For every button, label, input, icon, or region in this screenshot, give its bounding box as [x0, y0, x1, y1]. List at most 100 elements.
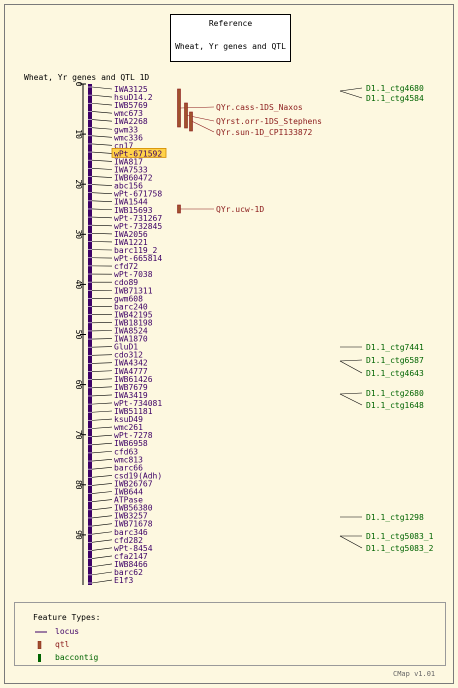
marker-label[interactable]: wPt-7038: [114, 270, 153, 279]
contig-label[interactable]: D1.1_ctg7441: [366, 343, 424, 352]
marker-label[interactable]: wPt-732845: [114, 222, 162, 231]
marker-label[interactable]: IWB56380: [114, 504, 153, 513]
chromosome-bar[interactable]: [88, 84, 92, 585]
contig-label[interactable]: D1.1_ctg5083_1: [366, 532, 434, 541]
marker-label[interactable]: wmc813: [114, 455, 143, 464]
marker-label[interactable]: IWB8466: [114, 560, 148, 569]
marker-label[interactable]: IWB18198: [114, 318, 153, 327]
marker-label[interactable]: IWA1221: [114, 238, 148, 247]
marker-connector: [91, 362, 113, 364]
contig-label[interactable]: D1.1_ctg4680: [366, 84, 424, 93]
marker-label[interactable]: barc119_2: [114, 246, 158, 255]
reference-map-name[interactable]: Wheat, Yr genes and QTL: [175, 42, 286, 51]
marker-label[interactable]: IWB51181: [114, 407, 153, 416]
marker-label[interactable]: IWB42195: [114, 310, 153, 319]
map-title[interactable]: Wheat, Yr genes and QTL 1D: [24, 73, 150, 82]
marker-label[interactable]: abc156: [114, 182, 143, 191]
marker-label[interactable]: IWA4777: [114, 367, 148, 376]
marker-label[interactable]: cdo89: [114, 278, 138, 287]
qtl-bar[interactable]: [177, 204, 181, 214]
qtl-label[interactable]: QYr.cass-1DS_Naxos: [216, 103, 303, 112]
marker-connector: [91, 346, 113, 348]
marker-label[interactable]: wmc336: [114, 133, 143, 142]
marker-label[interactable]: cn17: [114, 141, 133, 150]
marker-label[interactable]: wPt-665814: [114, 254, 162, 263]
marker-label[interactable]: E1f3: [114, 576, 133, 585]
marker-label[interactable]: wPt-8454: [114, 544, 153, 553]
marker-label[interactable]: IWB6958: [114, 439, 148, 448]
marker-label[interactable]: IWB60472: [114, 174, 153, 183]
marker-label[interactable]: IWA8524: [114, 327, 148, 336]
contig-label[interactable]: D1.1_ctg1648: [366, 401, 424, 410]
marker-connector: [91, 338, 113, 340]
marker-label[interactable]: IWA2268: [114, 117, 148, 126]
marker-label[interactable]: ATPase: [114, 496, 143, 505]
marker-label[interactable]: IWB71678: [114, 520, 153, 529]
contig-label[interactable]: D1.1_ctg1298: [366, 513, 424, 522]
qtl-bar[interactable]: [177, 88, 181, 128]
marker-label[interactable]: barc240: [114, 302, 148, 311]
contig-label[interactable]: D1.1_ctg2680: [366, 389, 424, 398]
marker-label[interactable]: hsuD14.2: [114, 93, 153, 102]
marker-label[interactable]: IWA1870: [114, 335, 148, 344]
marker-label[interactable]: IWA7533: [114, 166, 148, 175]
marker-label[interactable]: cfd282: [114, 536, 143, 545]
contig-label[interactable]: D1.1_ctg4584: [366, 94, 424, 103]
contig-label[interactable]: D1.1_ctg4643: [366, 369, 424, 378]
marker-label[interactable]: wmc261: [114, 423, 143, 432]
marker-label[interactable]: IWA3419: [114, 391, 148, 400]
marker-label[interactable]: IWB15693: [114, 206, 153, 215]
marker-connector: [91, 555, 113, 559]
marker-label[interactable]: cfd72: [114, 262, 138, 271]
marker-label[interactable]: IWB26767: [114, 479, 153, 488]
marker-connector: [91, 200, 113, 202]
legend-item-baccontig: baccontig: [35, 653, 98, 662]
qtl-label[interactable]: QYr.sun-1D_CPI133872: [216, 128, 313, 137]
marker-label[interactable]: IWA817: [114, 157, 143, 166]
marker-connector: [91, 523, 113, 527]
marker-label[interactable]: IWB5769: [114, 101, 148, 110]
reference-box: Reference Wheat, Yr genes and QTL: [170, 14, 291, 62]
marker-label[interactable]: IWA2056: [114, 230, 148, 239]
marker-label[interactable]: barc346: [114, 528, 148, 537]
marker-label[interactable]: IWA4342: [114, 359, 148, 368]
marker-label[interactable]: gwm608: [114, 294, 143, 303]
marker-connector: [91, 579, 113, 584]
marker-label[interactable]: wPt-7278: [114, 431, 153, 440]
marker-label[interactable]: IWB61426: [114, 375, 153, 384]
marker-label[interactable]: IWB644: [114, 488, 143, 497]
marker-label[interactable]: cfd63: [114, 447, 138, 456]
scale-label: 0: [74, 82, 83, 87]
marker-label[interactable]: ksuD49: [114, 415, 143, 424]
marker-connector: [91, 563, 113, 568]
marker-label[interactable]: barc62: [114, 568, 143, 577]
marker-label[interactable]: wPt-671592: [114, 149, 162, 158]
marker-connector: [91, 143, 113, 146]
qtl-bar[interactable]: [184, 102, 188, 129]
contig-label[interactable]: D1.1_ctg6587: [366, 356, 424, 365]
marker-label[interactable]: wPt-671758: [114, 190, 162, 199]
marker-label[interactable]: barc66: [114, 463, 143, 472]
marker-label[interactable]: csd19(Adh): [114, 471, 162, 480]
marker-label[interactable]: wPt-734081: [114, 399, 162, 408]
qtl-label[interactable]: QYrst.orr-1DS_Stephens: [216, 117, 322, 126]
marker-label[interactable]: IWB3257: [114, 512, 148, 521]
marker-label[interactable]: GluD1: [114, 343, 138, 352]
marker-label[interactable]: gwm33: [114, 125, 138, 134]
marker-label[interactable]: IWB7679: [114, 383, 148, 392]
marker-connector: [91, 233, 113, 235]
marker-connector: [91, 151, 113, 154]
qtl-label[interactable]: QYr.ucw-1D: [216, 205, 264, 214]
contig-label[interactable]: D1.1_ctg5083_2: [366, 544, 434, 553]
marker-label[interactable]: cfa2147: [114, 552, 148, 561]
marker-label[interactable]: wPt-731267: [114, 214, 162, 223]
marker-label[interactable]: cdo312: [114, 351, 143, 360]
marker-label[interactable]: IWA3125: [114, 85, 148, 94]
marker-connector: [91, 216, 113, 219]
qtl-bar[interactable]: [189, 111, 193, 132]
marker-label[interactable]: wmc673: [114, 109, 143, 118]
marker-label[interactable]: IWB71311: [114, 286, 153, 295]
marker-connector: [91, 531, 113, 535]
marker-connector: [91, 426, 113, 429]
marker-label[interactable]: IWA1544: [114, 198, 148, 207]
